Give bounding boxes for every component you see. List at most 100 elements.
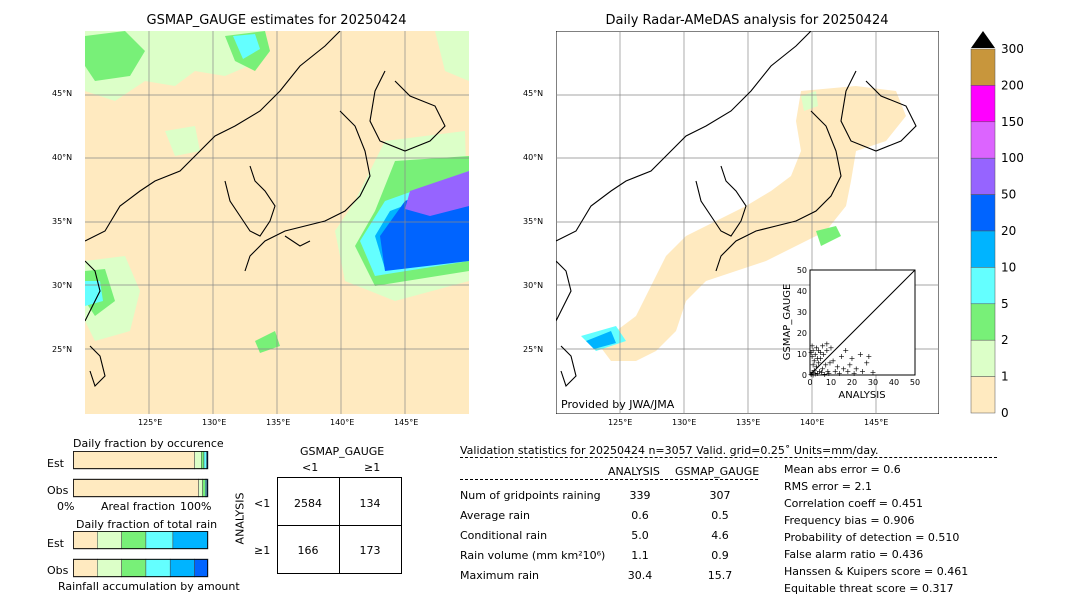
colorbar-tick-label: 300 xyxy=(1001,42,1024,56)
scatter-points: ++++++++++++++++++++++++++++++ ++++++++++… xyxy=(808,340,877,380)
scatter-x-tick: 50 xyxy=(910,378,920,387)
right-map-title: Daily Radar-AMeDAS analysis for 20250424 xyxy=(605,13,889,28)
scatter-y-tick: 10 xyxy=(797,350,807,359)
inset-scatter-plot: ++++++++++++++++++++++++++++++ ++++++++++… xyxy=(782,266,920,401)
scatter-point: + xyxy=(810,370,817,379)
rain-fraction-bars xyxy=(73,531,209,578)
colorbar-tick-label: 2 xyxy=(1001,333,1009,347)
validation-row-analysis: 339 xyxy=(629,489,651,502)
scatter-point: + xyxy=(822,361,829,370)
contingency-cell: 173 xyxy=(359,544,381,557)
rain-fraction-bar-segment xyxy=(97,531,122,550)
rain-fraction-bar-segment xyxy=(145,558,171,578)
scatter-x-tick: 40 xyxy=(889,378,899,387)
validation-row-analysis: 30.4 xyxy=(627,569,653,582)
scatter-point: + xyxy=(817,348,824,357)
left-map-title: GSMAP_GAUGE estimates for 20250424 xyxy=(146,13,407,28)
occurrence-bars xyxy=(73,451,209,498)
occurrence-bar-segment xyxy=(201,451,205,470)
left-lat-label: 25°N xyxy=(52,345,73,354)
scatter-point: + xyxy=(819,365,826,374)
validation-row-analysis: 0.6 xyxy=(631,509,649,522)
contingency-row-ge1: ≥1 xyxy=(254,544,271,557)
left-lat-label: 40°N xyxy=(52,153,73,162)
contingency-row-title: ANALYSIS xyxy=(233,492,247,545)
validation-row-gsmap: 307 xyxy=(709,489,731,502)
occurrence-bar-segment xyxy=(73,478,199,498)
score-line: Correlation coeff = 0.451 xyxy=(784,497,923,510)
right-lat-label: 30°N xyxy=(523,281,544,290)
scatter-point: + xyxy=(809,352,816,361)
validation-row-analysis: 5.0 xyxy=(631,529,649,542)
score-line: Hanssen & Kuipers score = 0.461 xyxy=(784,565,969,578)
contingency-cell: 166 xyxy=(297,544,319,557)
contingency-cell: 134 xyxy=(359,497,381,510)
scatter-point: + xyxy=(820,350,827,359)
left-lat-label: 35°N xyxy=(52,217,73,226)
validation-row-label: Average rain xyxy=(460,509,530,522)
scatter-point: + xyxy=(870,368,877,377)
scatter-x-tick: 30 xyxy=(868,378,878,387)
validation-row-label: Rain volume (mm km²10⁶) xyxy=(460,549,606,562)
occurrence-bar-segment xyxy=(73,451,195,470)
scatter-point: + xyxy=(840,365,847,374)
right-map xyxy=(556,31,939,414)
colorbar-tick-label: 20 xyxy=(1001,224,1016,238)
colorbar-tick-label: 50 xyxy=(1001,188,1016,202)
validation-divider xyxy=(460,457,997,458)
colorbar-block xyxy=(970,267,996,305)
scatter-point: + xyxy=(813,344,820,353)
occurrence-bar-segment xyxy=(203,451,207,470)
validation-row-label: Conditional rain xyxy=(460,529,548,542)
right-map-coastlines xyxy=(556,31,917,388)
validation-row-label: Num of gridpoints raining xyxy=(460,489,601,502)
validation-row-gsmap: 4.6 xyxy=(711,529,729,542)
scatter-point: + xyxy=(853,365,860,374)
colorbar-block xyxy=(970,121,996,159)
right-lat-label: 25°N xyxy=(523,345,544,354)
scatter-point: + xyxy=(859,367,866,376)
occurrence-obs-label: Obs xyxy=(47,484,69,497)
contingency-cell: 2584 xyxy=(294,497,322,510)
scatter-point: + xyxy=(808,370,815,379)
scatter-point: + xyxy=(863,358,870,367)
scatter-xlabel: ANALYSIS xyxy=(838,390,885,401)
occurrence-xlabel: Areal fraction xyxy=(101,500,176,513)
right-map-coverage xyxy=(581,86,906,361)
left-map-coastlines xyxy=(85,31,446,388)
score-line: False alarm ratio = 0.436 xyxy=(784,548,924,561)
scatter-point: + xyxy=(834,363,841,372)
scatter-y-tick: 0 xyxy=(802,371,807,380)
score-line: Frequency bias = 0.906 xyxy=(784,514,915,527)
scatter-x-tick: 10 xyxy=(826,378,836,387)
scatter-y-tick: 20 xyxy=(797,329,807,338)
validation-row-gsmap: 0.5 xyxy=(711,509,729,522)
validation-col-analysis: ANALYSIS xyxy=(608,465,660,478)
validation-header: Validation statistics for 20250424 n=305… xyxy=(460,444,879,457)
occurrence-bar-frame xyxy=(73,451,208,469)
colorbar-extend-arrow xyxy=(971,31,995,48)
scatter-point: + xyxy=(824,367,831,376)
colorbar-block xyxy=(970,230,996,268)
colorbar-block xyxy=(970,194,996,232)
right-lon-label: 140°E xyxy=(800,418,825,427)
scatter-point: + xyxy=(808,348,815,357)
validation-row-gsmap: 15.7 xyxy=(707,569,733,582)
scatter-point: + xyxy=(812,350,819,359)
scatter-point: + xyxy=(823,340,830,349)
scatter-y-tick: 40 xyxy=(797,287,807,296)
rain-fraction-xlabel: Rainfall accumulation by amount xyxy=(58,580,240,593)
occurrence-tick-1: 100% xyxy=(180,500,212,513)
scatter-point: + xyxy=(814,369,821,378)
scatter-point: + xyxy=(823,346,830,355)
rain-fraction-bar-segment xyxy=(194,558,209,578)
left-lon-label: 125°E xyxy=(138,418,163,427)
occurrence-bar-segment xyxy=(194,451,202,470)
right-lon-label: 135°E xyxy=(736,418,761,427)
left-lon-label: 140°E xyxy=(330,418,355,427)
colorbar-tick-label: 200 xyxy=(1001,78,1024,92)
colorbar-tick-label: 150 xyxy=(1001,115,1024,129)
scatter-point: + xyxy=(830,356,837,365)
scatter-point: + xyxy=(838,352,845,361)
left-lat-label: 30°N xyxy=(52,281,73,290)
